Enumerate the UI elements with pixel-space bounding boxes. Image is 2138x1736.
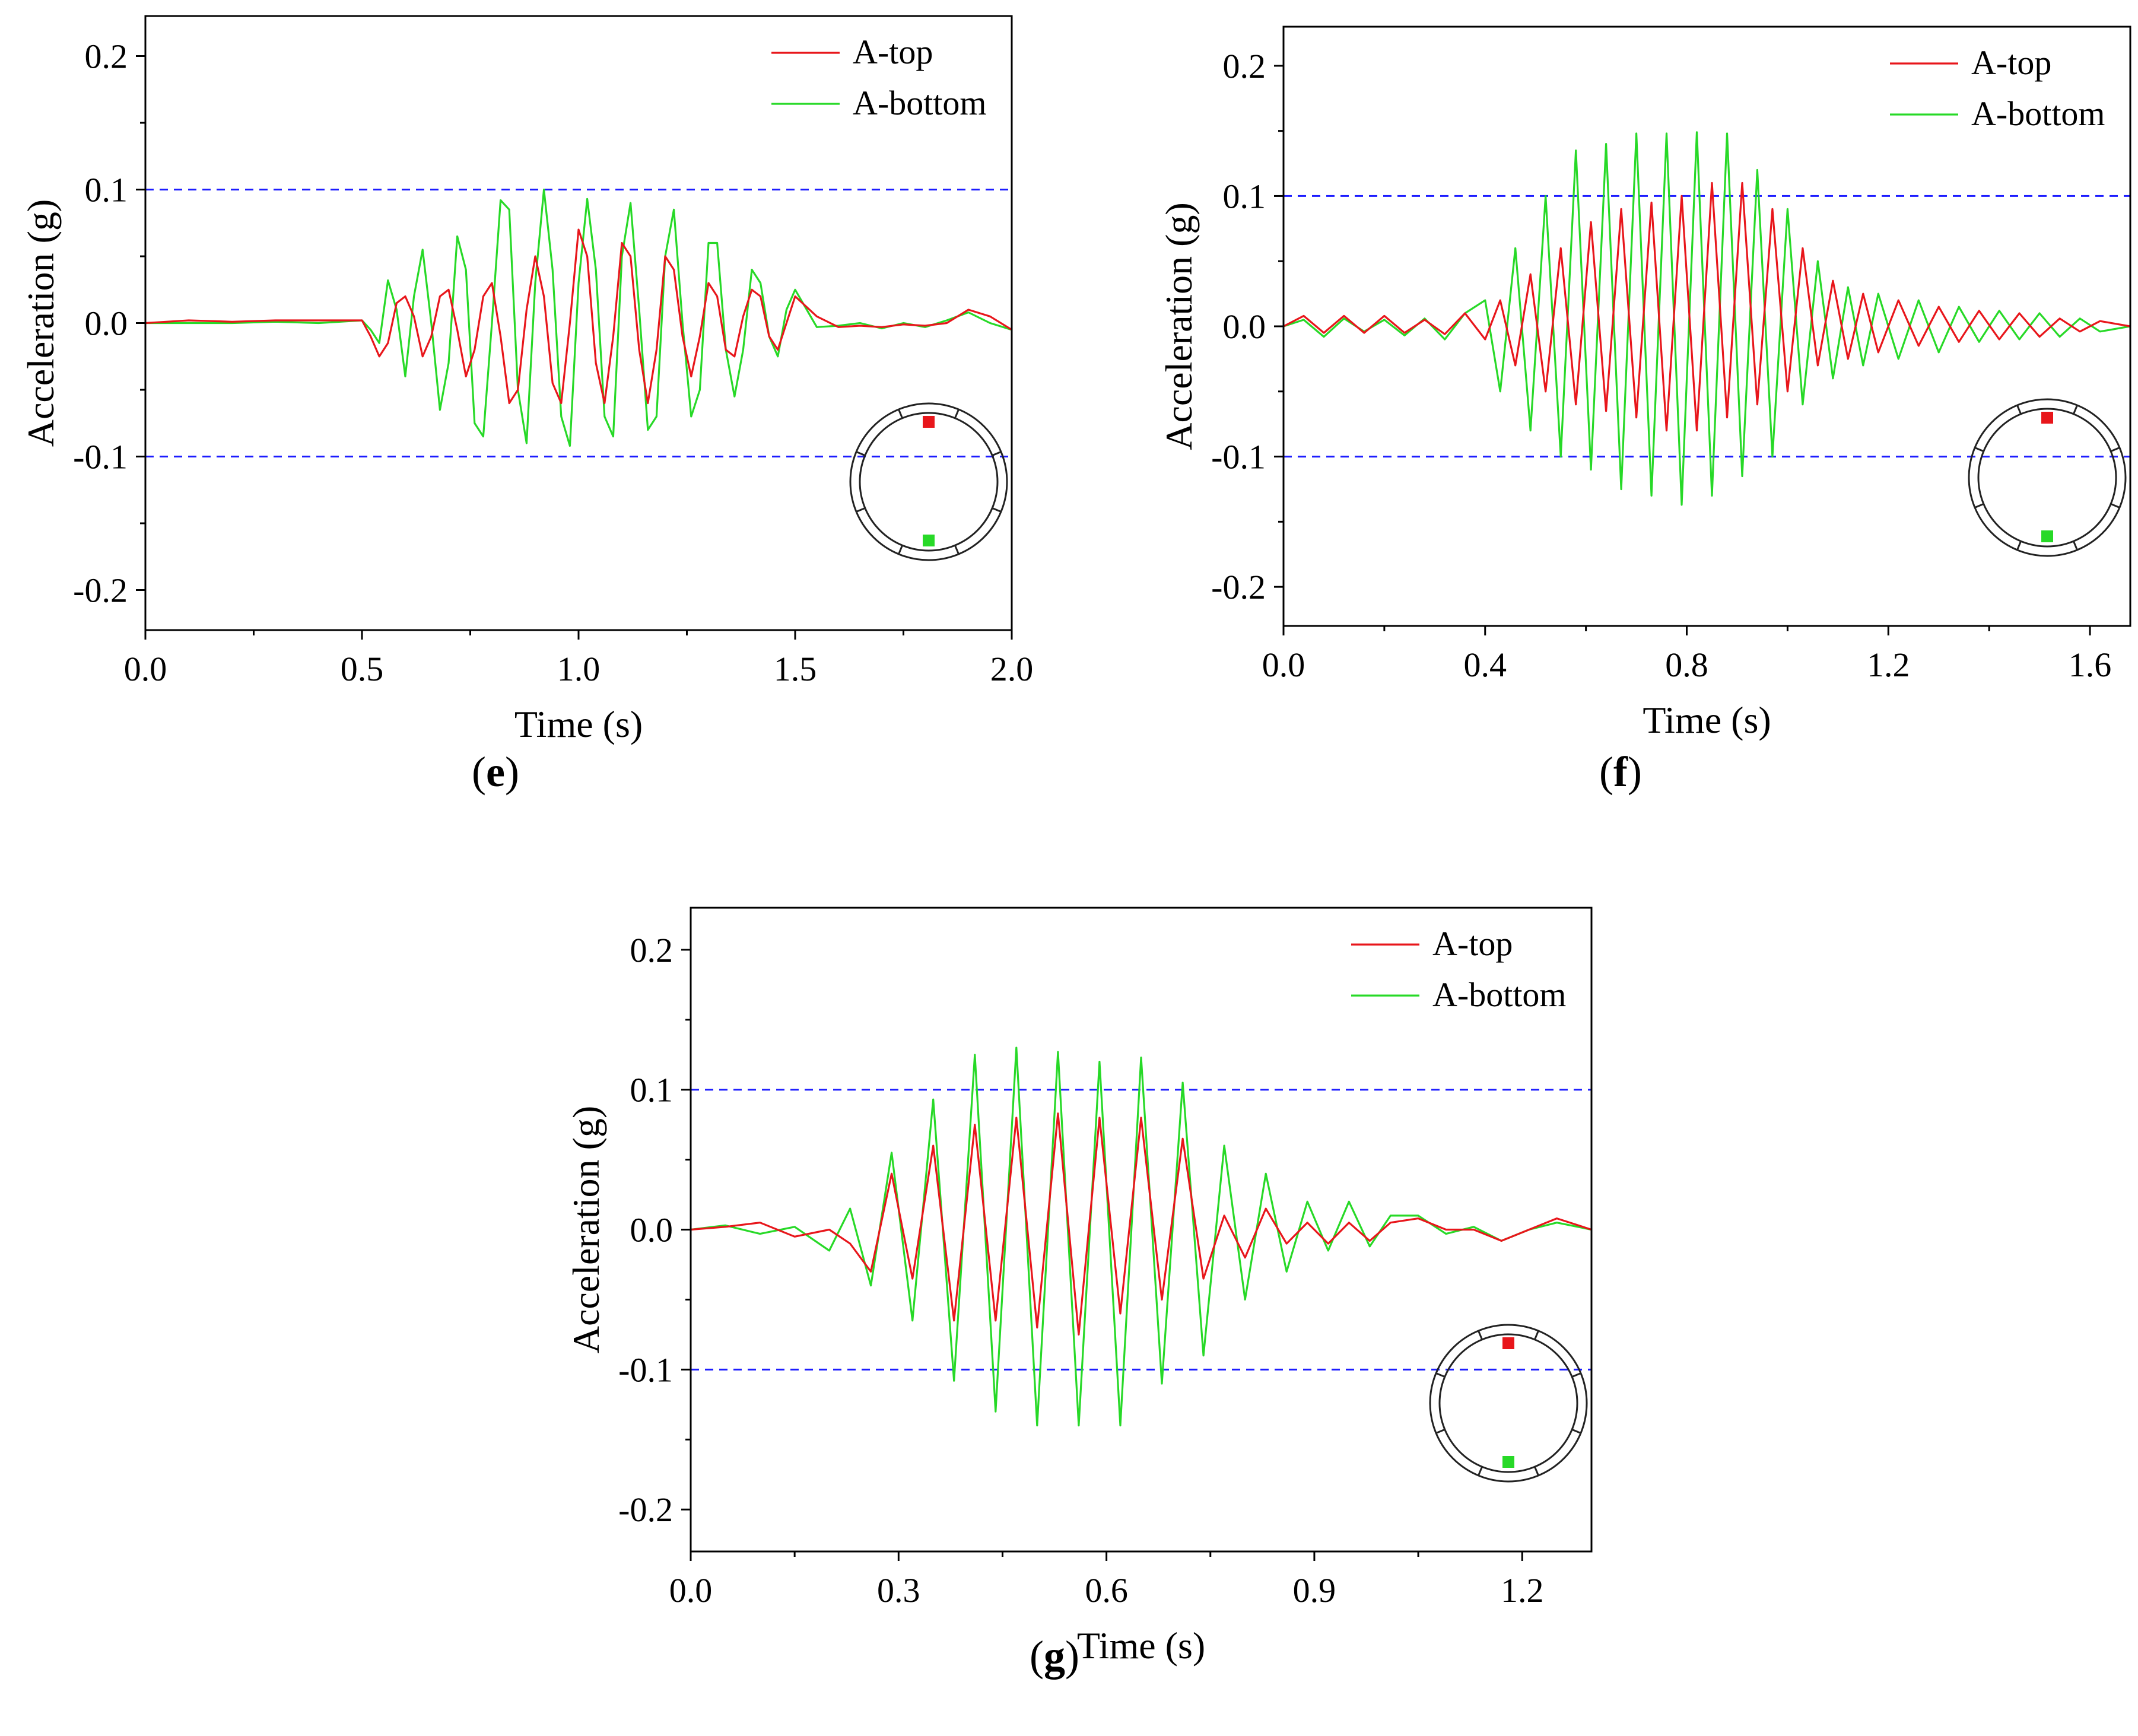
series-line-a-top bbox=[145, 228, 1012, 405]
legend-label-a-top: A-top bbox=[1971, 43, 2051, 82]
x-tick-label: 1.5 bbox=[774, 650, 817, 688]
sensor-top-marker bbox=[923, 416, 935, 428]
x-tick-label: 0.9 bbox=[1293, 1571, 1336, 1610]
series-line-a-bottom bbox=[1284, 131, 2130, 506]
x-axis-title: Time (s) bbox=[1077, 1624, 1205, 1667]
x-tick-label: 0.6 bbox=[1085, 1571, 1128, 1610]
sensor-bottom-marker bbox=[923, 535, 935, 546]
chart-e: -0.2 -0.1 0.0 0.1 0.2 0.0 0.5 1.0 1.5 2.0 Time (s)… bbox=[20, 15, 1034, 745]
y-tick-label: 0.2 bbox=[1223, 47, 1266, 85]
panel-caption-g: (g) bbox=[1030, 1632, 1079, 1680]
y-tick-label: -0.1 bbox=[618, 1350, 673, 1389]
panel-caption-e: (e) bbox=[472, 748, 519, 796]
sensor-top-marker bbox=[2041, 412, 2053, 424]
x-tick-label: 1.2 bbox=[1867, 646, 1910, 684]
x-tick-label: 0.0 bbox=[1262, 646, 1305, 684]
x-tick-label: 0.8 bbox=[1665, 646, 1708, 684]
panel-caption-f: (f) bbox=[1599, 748, 1642, 796]
x-tick-label: 0.0 bbox=[669, 1571, 713, 1610]
legend-label-a-bottom: A-bottom bbox=[853, 84, 987, 122]
x-tick-label: 0.4 bbox=[1464, 646, 1507, 684]
y-tick-label: 0.2 bbox=[85, 37, 128, 76]
y-tick-label: 0.0 bbox=[85, 304, 128, 343]
x-tick-label: 1.0 bbox=[557, 650, 601, 688]
y-tick-label: -0.1 bbox=[73, 438, 128, 476]
tunnel-section-icon bbox=[849, 402, 1008, 561]
y-tick-label: -0.2 bbox=[73, 571, 128, 610]
chart-f: -0.2 -0.1 0.0 0.1 0.2 0.0 0.4 0.8 1.2 1.6 Time (s)… bbox=[1158, 26, 2131, 741]
series-line-a-top bbox=[1284, 182, 2130, 432]
x-tick-label: 2.0 bbox=[990, 650, 1034, 688]
y-tick-label: 0.0 bbox=[630, 1211, 674, 1249]
y-tick-label: 0.1 bbox=[630, 1071, 674, 1109]
x-tick-label: 0.3 bbox=[877, 1571, 920, 1610]
y-tick-label: -0.2 bbox=[618, 1490, 673, 1529]
y-tick-label: 0.1 bbox=[1223, 177, 1266, 215]
x-axis-title: Time (s) bbox=[1643, 699, 1771, 741]
sensor-top-marker bbox=[1502, 1337, 1514, 1349]
y-tick-label: 0.1 bbox=[85, 171, 128, 209]
tunnel-section-icon bbox=[1968, 398, 2127, 557]
legend-label-a-bottom: A-bottom bbox=[1432, 975, 1567, 1014]
tunnel-section-icon bbox=[1429, 1324, 1588, 1483]
y-axis-title: Acceleration (g) bbox=[1158, 202, 1200, 450]
y-tick-label: 0.2 bbox=[630, 931, 674, 969]
x-tick-label: 0.0 bbox=[124, 650, 167, 688]
x-tick-label: 1.6 bbox=[2069, 646, 2112, 684]
chart-g: -0.2 -0.1 0.0 0.1 0.2 0.0 0.3 0.6 0.9 1.2 Time (s)… bbox=[565, 907, 1593, 1667]
legend-label-a-top: A-top bbox=[1432, 924, 1513, 963]
legend-label-a-top: A-top bbox=[853, 33, 933, 71]
y-tick-label: 0.0 bbox=[1223, 307, 1266, 346]
y-axis-title: Acceleration (g) bbox=[565, 1106, 607, 1354]
legend-label-a-bottom: A-bottom bbox=[1971, 94, 2105, 133]
x-tick-label: 0.5 bbox=[341, 650, 384, 688]
y-axis-title: Acceleration (g) bbox=[20, 199, 62, 447]
sensor-bottom-marker bbox=[2041, 530, 2053, 542]
y-tick-label: -0.2 bbox=[1211, 568, 1266, 606]
series-line-a-bottom bbox=[145, 188, 1012, 447]
x-axis-title: Time (s) bbox=[514, 703, 643, 745]
series-line-a-top bbox=[691, 1112, 1591, 1336]
y-tick-label: -0.1 bbox=[1211, 438, 1266, 476]
x-tick-label: 1.2 bbox=[1501, 1571, 1544, 1610]
sensor-bottom-marker bbox=[1502, 1456, 1514, 1468]
